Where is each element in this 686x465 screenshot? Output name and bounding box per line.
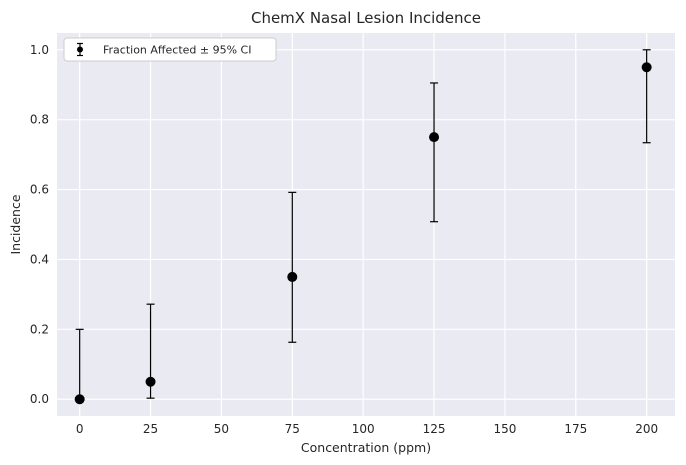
data-point [429, 132, 440, 143]
data-point [641, 62, 652, 73]
tick-labels: 0 25 50 75 100 125 150 175 200 0.0 0.2 0.4 0.6 0.8 1.0 [30, 43, 658, 436]
x-tick-label: 100 [352, 422, 375, 436]
legend-label: Fraction Affected ± 95% CI [103, 44, 251, 57]
x-tick-label: 25 [143, 422, 158, 436]
x-tick-label: 125 [423, 422, 446, 436]
legend-box [63, 37, 277, 62]
plot-area [57, 33, 675, 416]
data-layer [74, 49, 652, 405]
legend-dot [77, 46, 83, 53]
y-tick-label: 0.4 [30, 252, 49, 266]
legend-marker [77, 42, 83, 57]
data-point [74, 394, 85, 405]
x-tick-label: 200 [635, 422, 658, 436]
x-axis-label: Concentration (ppm) [301, 440, 431, 455]
y-tick-label: 0.8 [30, 113, 49, 127]
x-tick-label: 0 [76, 422, 84, 436]
data-point [287, 271, 298, 282]
y-tick-label: 1.0 [30, 43, 49, 57]
y-axis-label: Incidence [8, 194, 23, 254]
x-tick-label: 50 [214, 422, 229, 436]
data-point [145, 376, 156, 387]
chart-title: ChemX Nasal Lesion Incidence [251, 9, 481, 27]
x-tick-label: 75 [285, 422, 300, 436]
y-tick-label: 0.0 [30, 392, 49, 406]
y-tick-label: 0.2 [30, 322, 49, 336]
legend: Fraction Affected ± 95% CI [63, 37, 277, 62]
x-tick-label: 175 [564, 422, 587, 436]
x-tick-label: 150 [493, 422, 516, 436]
y-tick-label: 0.6 [30, 183, 49, 197]
